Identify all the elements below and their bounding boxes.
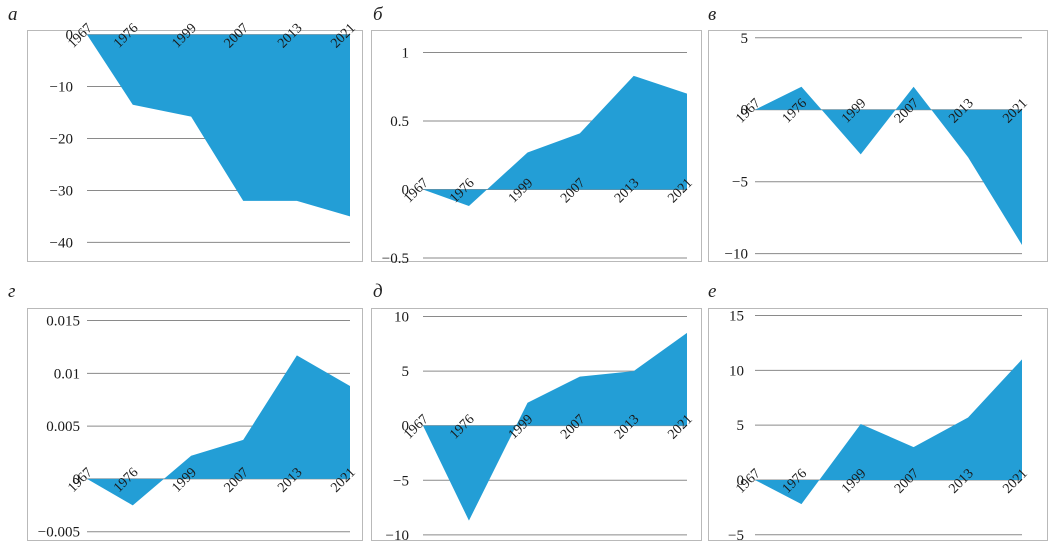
x-tick-label: 1967 [401, 176, 431, 206]
panel-frame-v [708, 30, 1048, 262]
y-tick-label: −20 [50, 132, 73, 148]
y-tick-label: −0.5 [382, 251, 409, 267]
y-tick-label: 0 [73, 472, 81, 488]
data-area [755, 86, 1022, 246]
y-tick-label: 15 [729, 308, 744, 324]
y-tick-label: −0.005 [38, 525, 80, 541]
y-tick-label: 5 [737, 418, 745, 434]
y-tick-label: 0 [402, 183, 410, 199]
panel-label-g: г [8, 281, 16, 302]
y-tick-label: −5 [732, 175, 748, 191]
panel-frame-e [708, 308, 1048, 541]
y-tick-label: 5 [741, 31, 749, 47]
data-area [423, 332, 687, 521]
y-tick-label: −40 [50, 235, 73, 251]
y-tick-label: 10 [394, 310, 409, 326]
y-tick-label: 0 [402, 419, 410, 435]
panel-frame-a [27, 30, 363, 262]
y-tick-label: −10 [50, 80, 73, 96]
x-tick-label: 1967 [733, 96, 763, 126]
y-tick-label: 0.005 [46, 419, 80, 435]
data-area [755, 359, 1022, 505]
y-tick-label: 5 [402, 364, 410, 380]
panel-frame-d [371, 308, 702, 541]
y-tick-label: 0 [66, 28, 74, 44]
panel-label-b: б [373, 4, 383, 25]
data-area [87, 34, 350, 217]
y-tick-label: 1 [402, 46, 410, 62]
panel-frame-g [27, 308, 363, 541]
y-tick-label: 0 [737, 473, 745, 489]
panel-label-a: а [8, 4, 18, 25]
data-area [87, 355, 350, 506]
y-tick-label: 10 [729, 363, 744, 379]
panel-frame-b [371, 30, 702, 262]
panel-label-e: е [708, 281, 717, 302]
y-tick-label: −5 [393, 473, 409, 489]
data-area [423, 75, 687, 206]
y-tick-label: −10 [725, 247, 748, 263]
y-tick-label: 0.015 [46, 314, 80, 330]
y-tick-label: −10 [386, 528, 409, 544]
y-tick-label: −30 [50, 183, 73, 199]
panel-label-v: в [708, 4, 717, 25]
y-tick-label: 0 [741, 103, 749, 119]
panel-label-d: д [373, 281, 383, 302]
y-tick-label: 0.01 [54, 366, 80, 382]
y-tick-label: −5 [728, 528, 744, 544]
y-tick-label: 0.5 [390, 114, 409, 130]
